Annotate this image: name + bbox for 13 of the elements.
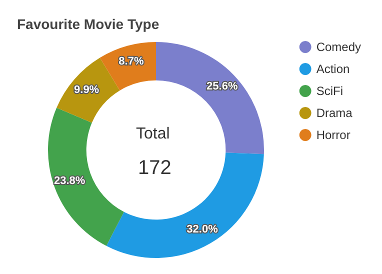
- legend-label: Drama: [316, 106, 353, 120]
- data-label: 8.7%: [118, 56, 144, 68]
- text: 172: [138, 157, 172, 179]
- data-label: 9.9%: [74, 84, 100, 96]
- data-label: 23.8%: [54, 175, 86, 188]
- legend-label: SciFi: [316, 84, 343, 98]
- legend-label: Comedy: [316, 40, 362, 54]
- legend-label: Action: [316, 62, 350, 76]
- data-label: 25.6%: [206, 80, 238, 92]
- data-label: 32.0%: [186, 223, 218, 236]
- text: Total: [136, 126, 170, 142]
- legend-label: Horror: [316, 128, 350, 142]
- chart-title: Favourite Movie Type: [17, 16, 160, 32]
